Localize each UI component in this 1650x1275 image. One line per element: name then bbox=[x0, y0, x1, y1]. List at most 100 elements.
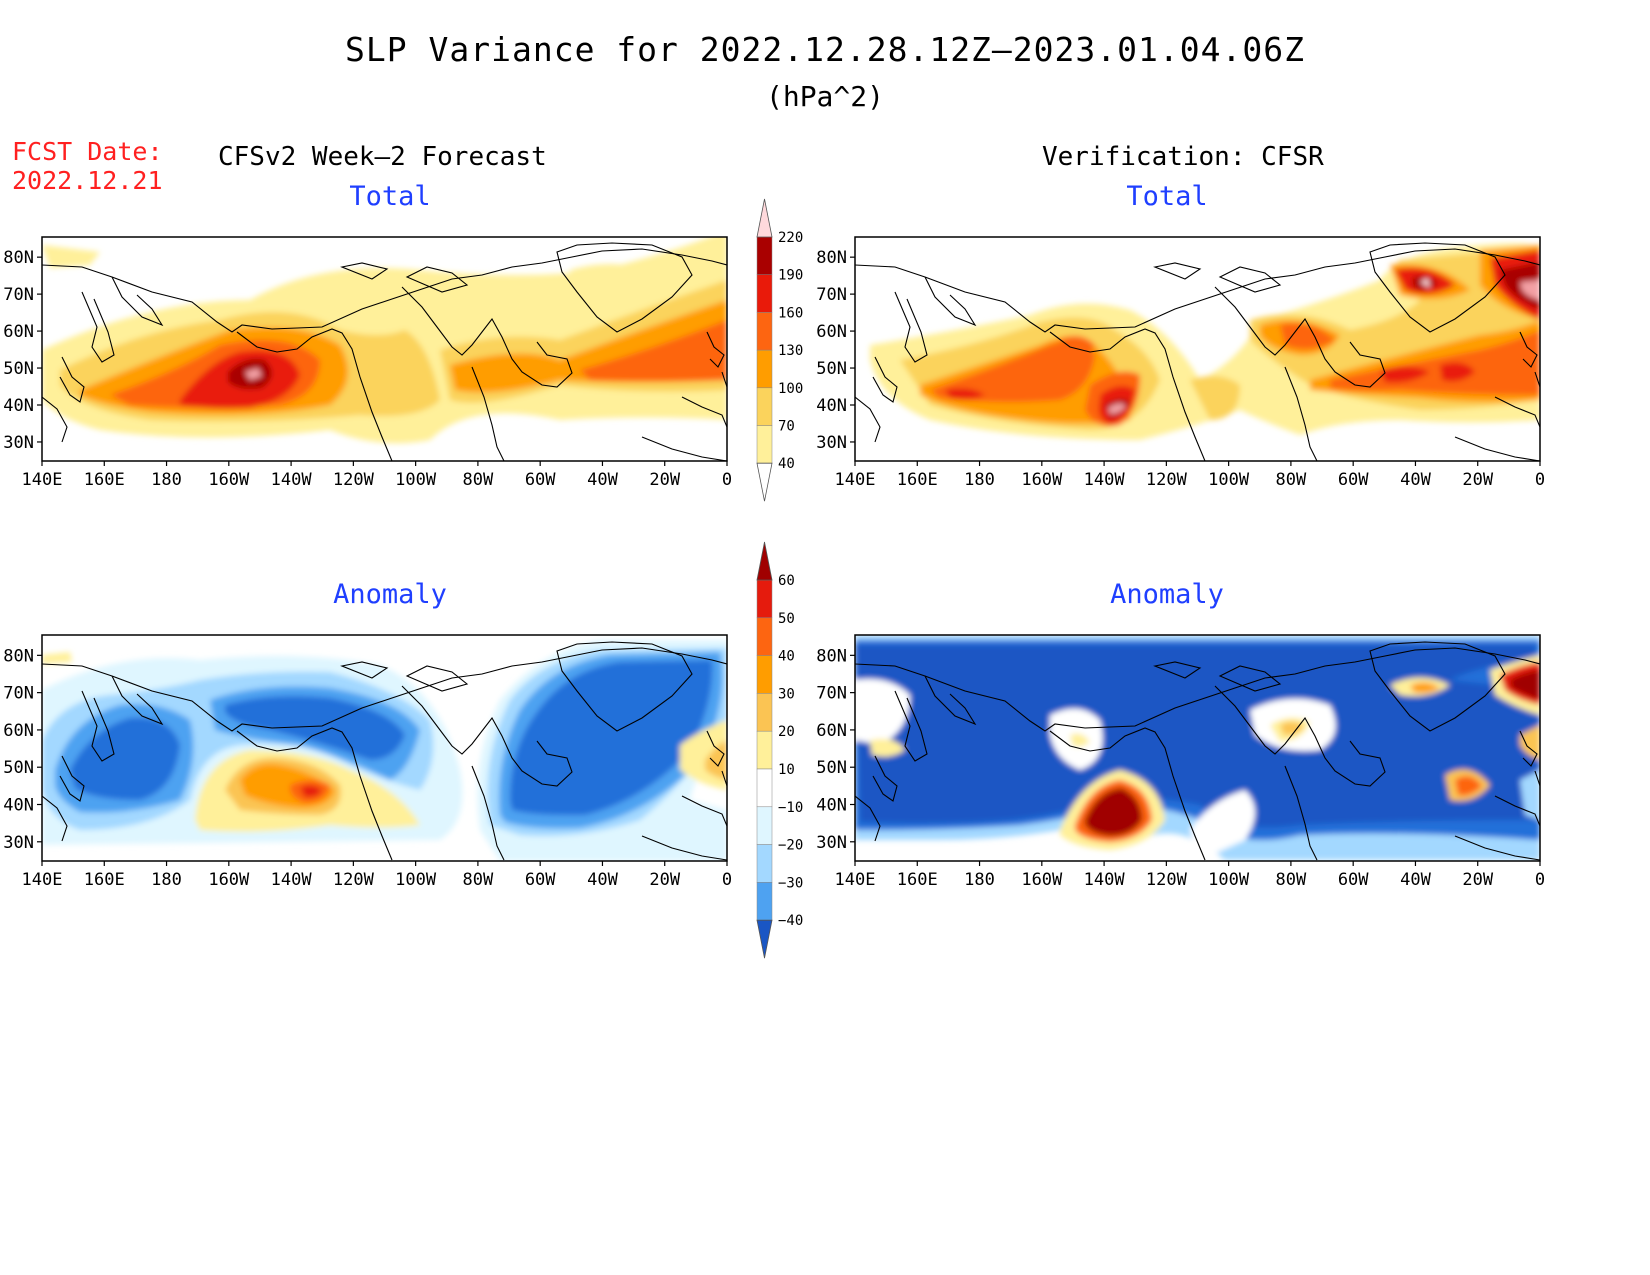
fcst-date-label: FCST Date: bbox=[12, 137, 163, 166]
colorbar-total-label: 220 bbox=[778, 230, 803, 246]
lat-tick-label: 40N bbox=[3, 396, 34, 416]
ver-anomaly-frame bbox=[854, 634, 1541, 862]
lon-tick-label: 0 bbox=[722, 470, 732, 490]
lon-tick-label: 120W bbox=[333, 470, 375, 490]
ver-total-map bbox=[855, 237, 1540, 461]
colorbar-anomaly-swatch bbox=[756, 579, 773, 619]
lat-tick-label: 60N bbox=[3, 322, 34, 342]
colorbar-anomaly-swatch bbox=[756, 693, 773, 732]
colorbar-anomaly-label: 10 bbox=[778, 762, 795, 778]
colorbar-anomaly-label: 40 bbox=[778, 649, 795, 665]
colorbar-total-top-arrow bbox=[756, 198, 773, 238]
ver-anomaly-label: Anomaly bbox=[1110, 579, 1224, 610]
lon-tick-label: 160W bbox=[208, 470, 250, 490]
lon-tick-label: 140W bbox=[1084, 470, 1126, 490]
colorbar-total-swatch bbox=[756, 349, 773, 389]
lon-tick-label: 20W bbox=[1462, 870, 1493, 890]
colorbar-anomaly-swatch bbox=[756, 806, 773, 845]
lon-tick-label: 40W bbox=[587, 870, 618, 890]
lon-tick-label: 0 bbox=[1535, 470, 1545, 490]
lon-tick-label: 60W bbox=[1338, 870, 1369, 890]
colorbar-anomaly-label: 60 bbox=[778, 573, 795, 589]
lon-tick-label: 140E bbox=[22, 870, 63, 890]
lat-tick-label: 60N bbox=[3, 721, 34, 741]
lat-tick-label: 60N bbox=[816, 721, 847, 741]
lon-tick-label: 140W bbox=[271, 870, 313, 890]
colorbar-anomaly-label: 30 bbox=[778, 686, 795, 702]
colorbar-total-label: 130 bbox=[778, 343, 803, 359]
lon-tick-label: 160W bbox=[1021, 470, 1063, 490]
lat-tick-label: 70N bbox=[816, 684, 847, 704]
colorbar-total-label: 160 bbox=[778, 305, 803, 321]
lon-tick-label: 100W bbox=[1208, 470, 1250, 490]
lon-tick-label: 180 bbox=[151, 470, 182, 490]
lat-tick-label: 30N bbox=[816, 433, 847, 453]
fc-anomaly-frame bbox=[41, 634, 728, 862]
lon-tick-label: 180 bbox=[964, 870, 995, 890]
lat-tick-label: 70N bbox=[3, 285, 34, 305]
ver-total-label: Total bbox=[1126, 181, 1208, 212]
lat-tick-label: 60N bbox=[816, 322, 847, 342]
lat-tick-label: 30N bbox=[816, 833, 847, 853]
verification-column-title: Verification: CFSR bbox=[1042, 142, 1324, 172]
colorbar-total-label: 40 bbox=[778, 456, 795, 472]
lon-tick-label: 40W bbox=[1400, 470, 1431, 490]
colorbar-anomaly-swatch bbox=[756, 730, 773, 770]
fc-anomaly-map bbox=[42, 635, 727, 861]
lon-tick-label: 140W bbox=[271, 470, 313, 490]
ver-total-frame bbox=[854, 236, 1541, 462]
colorbar-anomaly-label: −10 bbox=[778, 800, 803, 816]
lat-tick-label: 70N bbox=[3, 684, 34, 704]
lon-tick-label: 20W bbox=[1462, 470, 1493, 490]
lat-tick-label: 70N bbox=[816, 285, 847, 305]
fc-anomaly-label: Anomaly bbox=[333, 579, 447, 610]
lat-tick-label: 50N bbox=[3, 758, 34, 778]
colorbar-anomaly-swatch bbox=[756, 655, 773, 694]
colorbar-anomaly-label: −40 bbox=[778, 913, 803, 929]
lon-tick-label: 160E bbox=[897, 470, 938, 490]
lon-tick-label: 0 bbox=[722, 870, 732, 890]
colorbar-anomaly-swatch bbox=[756, 882, 773, 921]
lat-tick-label: 30N bbox=[3, 833, 34, 853]
lon-tick-label: 140W bbox=[1084, 870, 1126, 890]
colorbar-anomaly-label: −20 bbox=[778, 838, 803, 854]
colorbar-anomaly: 60 50 40 30 20 10 −10 −20 −30 −40 bbox=[756, 541, 803, 959]
lon-tick-label: 100W bbox=[395, 870, 437, 890]
colorbar-anomaly-top-arrow bbox=[756, 541, 773, 581]
colorbar-total-swatch bbox=[756, 236, 773, 275]
lon-tick-label: 160W bbox=[208, 870, 250, 890]
lon-tick-label: 140E bbox=[22, 470, 63, 490]
colorbar-total-swatch bbox=[756, 425, 773, 464]
lon-tick-label: 100W bbox=[1208, 870, 1250, 890]
lon-tick-label: 120W bbox=[1146, 870, 1188, 890]
lat-tick-label: 80N bbox=[3, 248, 34, 268]
lon-tick-label: 160E bbox=[84, 470, 125, 490]
colorbar-total-label: 190 bbox=[778, 268, 803, 284]
lon-tick-label: 80W bbox=[463, 870, 494, 890]
units-label: (hPa^2) bbox=[765, 80, 884, 113]
colorbar-total-label: 70 bbox=[778, 419, 795, 435]
forecast-column-title: CFSv2 Week–2 Forecast bbox=[218, 142, 547, 172]
colorbar-anomaly-label: 50 bbox=[778, 611, 795, 627]
lon-tick-label: 180 bbox=[964, 470, 995, 490]
lon-tick-label: 60W bbox=[1338, 470, 1369, 490]
lon-tick-label: 80W bbox=[1276, 470, 1307, 490]
lon-tick-label: 80W bbox=[463, 470, 494, 490]
fc-total-frame bbox=[41, 236, 728, 462]
lon-tick-label: 20W bbox=[649, 870, 680, 890]
colorbar-anomaly-swatch bbox=[756, 768, 773, 808]
colorbar-anomaly-swatch bbox=[756, 617, 773, 656]
lon-tick-label: 120W bbox=[333, 870, 375, 890]
colorbar-anomaly-label: −30 bbox=[778, 875, 803, 891]
colorbar-total-swatch bbox=[756, 387, 773, 426]
fc-total-label: Total bbox=[349, 181, 431, 212]
lat-tick-label: 80N bbox=[3, 646, 34, 666]
colorbar-anomaly-swatch bbox=[756, 844, 773, 883]
lat-tick-label: 30N bbox=[3, 433, 34, 453]
lon-tick-label: 140E bbox=[835, 870, 876, 890]
colorbar-total-label: 100 bbox=[778, 381, 803, 397]
ver-anomaly-map bbox=[855, 635, 1540, 861]
colorbar-total-bottom-arrow bbox=[756, 462, 773, 502]
lat-tick-label: 80N bbox=[816, 248, 847, 268]
fc-total-map bbox=[42, 237, 727, 461]
